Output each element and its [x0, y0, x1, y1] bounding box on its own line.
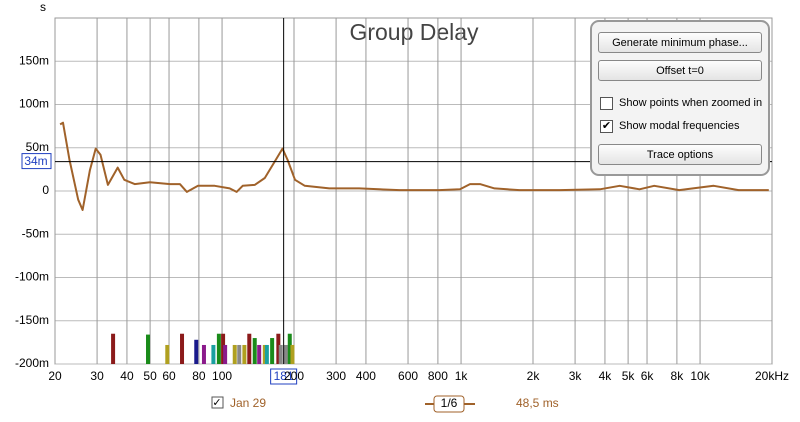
- modal-bar: [216, 333, 221, 364]
- modal-bar: [270, 338, 275, 364]
- button[interactable]: Trace options: [598, 144, 762, 165]
- checkbox-box[interactable]: ✔: [600, 119, 613, 133]
- checkbox-label: Show modal frequencies: [619, 120, 740, 132]
- check-mark: ✓: [212, 397, 221, 409]
- modal-bar: [257, 344, 262, 364]
- x-tick-label: 10k: [690, 369, 710, 383]
- y-tick-label: -200m: [15, 356, 49, 370]
- x-tick-label: 20: [48, 369, 62, 383]
- x-tick-label: 8k: [671, 369, 685, 383]
- modal-bar: [237, 344, 242, 364]
- modal-bar: [242, 344, 247, 364]
- x-tick-label: 4k: [599, 369, 613, 383]
- y-tick-label: 0: [42, 183, 49, 197]
- x-tick-label: 80: [192, 369, 206, 383]
- modal-bar: [252, 338, 257, 364]
- x-tick-label: 20kHz: [755, 369, 789, 383]
- x-tick-label: 200: [284, 369, 304, 383]
- modal-bar: [201, 344, 206, 364]
- checkbox[interactable]: ✔ Show modal frequencies: [600, 119, 739, 133]
- x-tick-label: 30: [90, 369, 104, 383]
- cursor-x-label: 181: [274, 369, 294, 383]
- checkbox[interactable]: Show points when zoomed in: [600, 96, 762, 110]
- cursor-y-label: 34m: [24, 154, 47, 168]
- button[interactable]: Generate minimum phase...: [598, 32, 762, 53]
- modal-bar: [211, 344, 216, 364]
- x-tick-label: 100: [212, 369, 232, 383]
- x-tick-label: 40: [120, 369, 134, 383]
- x-tick-label: 300: [326, 369, 346, 383]
- x-tick-label: 3k: [569, 369, 583, 383]
- smoothing-label: 1/6: [441, 396, 458, 410]
- x-tick-label: 2k: [527, 369, 541, 383]
- y-tick-label: -150m: [15, 313, 49, 327]
- x-tick-label: 800: [428, 369, 448, 383]
- y-tick-label: 50m: [26, 140, 49, 154]
- modal-bar: [165, 344, 170, 364]
- marks: [59, 121, 769, 364]
- modal-bar: [287, 333, 292, 364]
- modal-bar: [111, 333, 116, 364]
- x-tick-label: 50: [143, 369, 157, 383]
- x-tick-label: 60: [162, 369, 176, 383]
- x-tick-label: 600: [398, 369, 418, 383]
- y-tick-label: 150m: [19, 53, 49, 67]
- modal-bar: [194, 339, 199, 364]
- chart-title: Group Delay: [349, 19, 479, 45]
- y-tick-label: -50m: [22, 226, 49, 240]
- checkbox-box[interactable]: [600, 96, 613, 110]
- modal-bar: [247, 333, 252, 364]
- y-axis-unit: s: [40, 0, 46, 14]
- modal-bar: [146, 334, 151, 364]
- x-tick-label: 6k: [641, 369, 655, 383]
- trace-line: [59, 121, 769, 211]
- control-panel: Generate minimum phase... Offset t=0 Sho…: [590, 20, 770, 176]
- legend-label: Jan 29: [230, 396, 266, 410]
- modal-bar: [283, 344, 288, 364]
- cursor-y-box: [21, 153, 52, 170]
- modal-bar: [232, 344, 237, 364]
- x-tick-label: 5k: [622, 369, 636, 383]
- modal-bar: [221, 333, 226, 364]
- modal-bar: [180, 333, 185, 364]
- button[interactable]: Offset t=0: [598, 60, 762, 81]
- readout: 48,5 ms: [516, 396, 559, 410]
- smoothing-box[interactable]: [433, 395, 465, 413]
- x-tick-label: 400: [356, 369, 376, 383]
- x-tick-label: 1k: [455, 369, 469, 383]
- modal-bar: [290, 344, 295, 364]
- checkbox-label: Show points when zoomed in: [619, 97, 763, 109]
- modal-bar: [276, 333, 281, 364]
- y-tick-label: -100m: [15, 270, 49, 284]
- modal-bar: [264, 344, 269, 364]
- modal-bar: [223, 344, 228, 364]
- trace-checkbox[interactable]: [211, 396, 224, 409]
- modal-bar: [262, 344, 267, 364]
- y-tick-label: 100m: [19, 97, 49, 111]
- cursor-x-box: [270, 368, 298, 385]
- modal-bar: [278, 344, 283, 364]
